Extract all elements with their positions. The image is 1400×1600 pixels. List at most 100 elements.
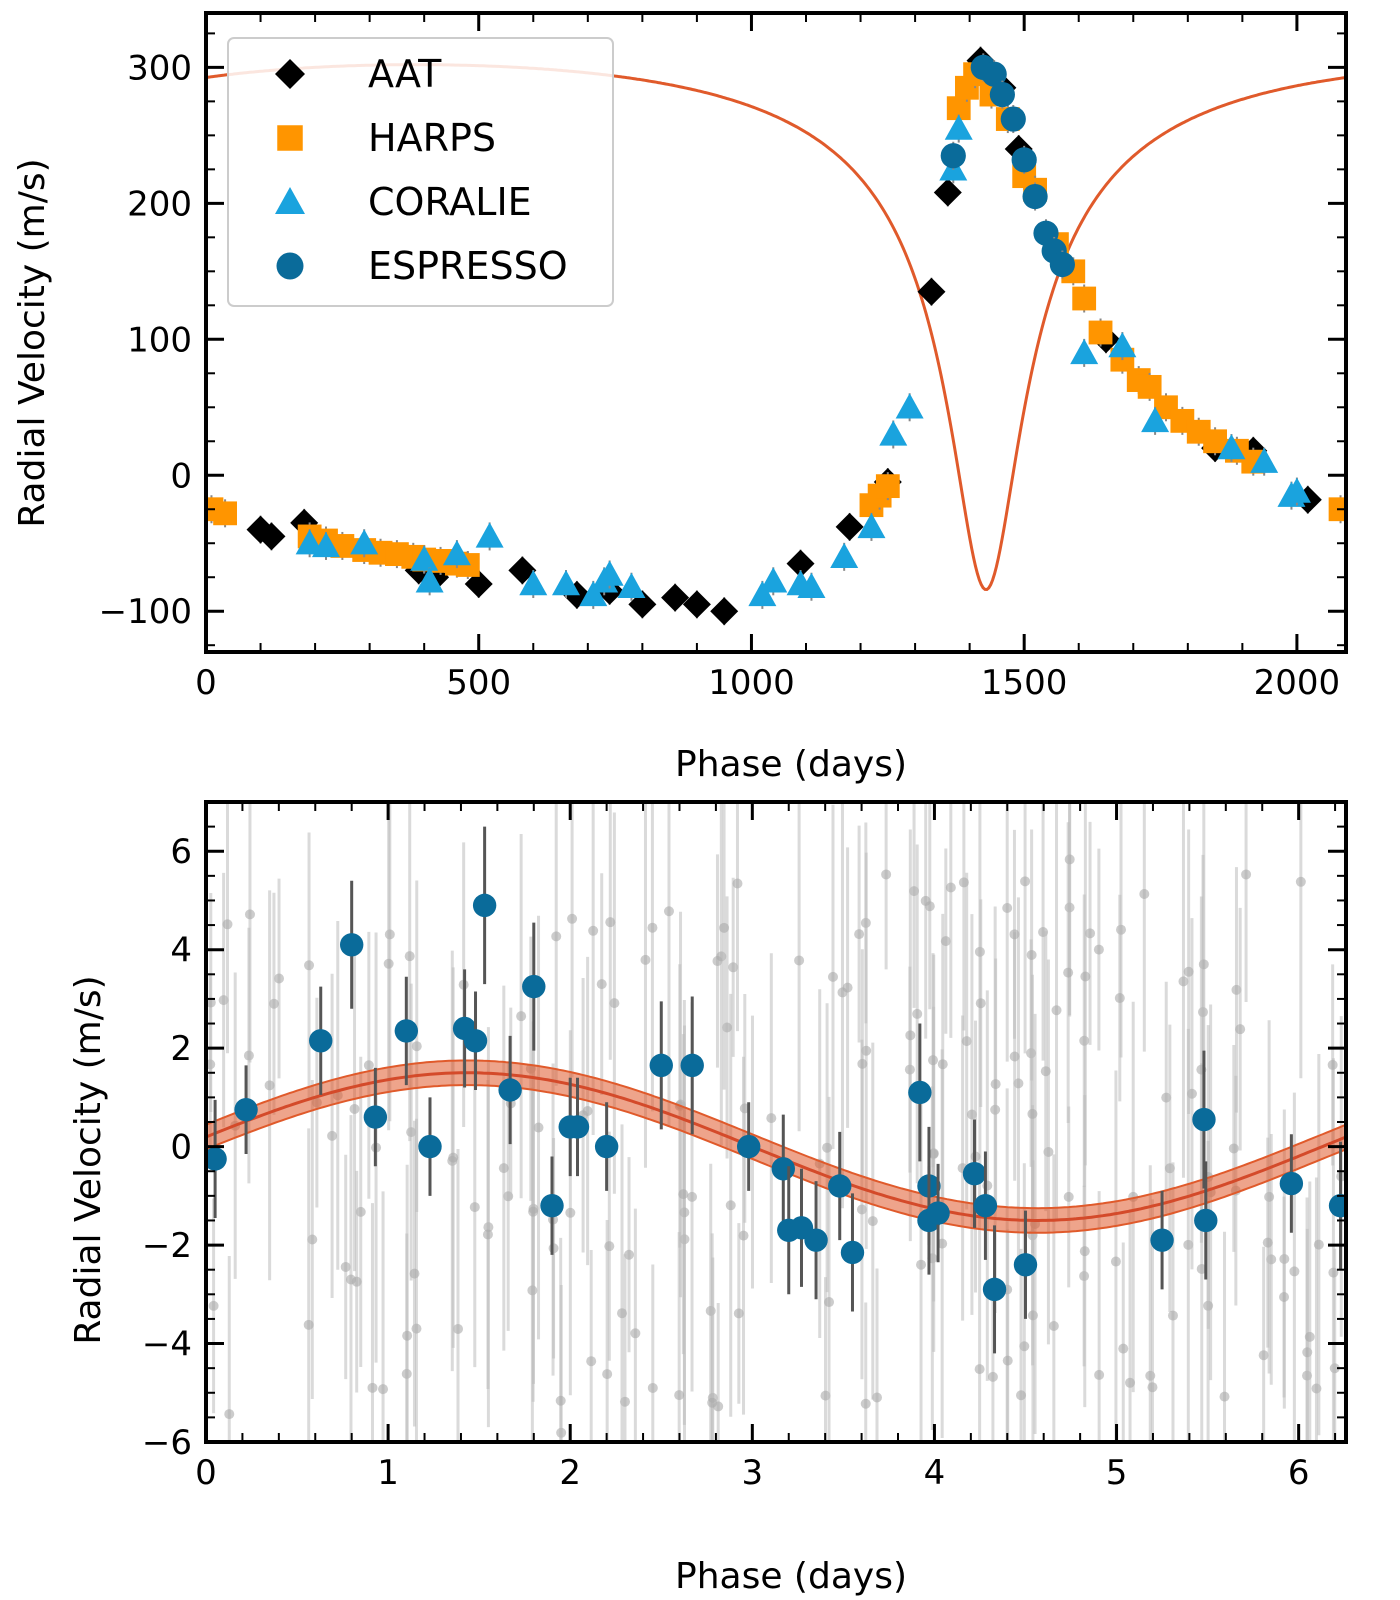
top-x-tick-label: 2000 [1254,663,1341,703]
bottom-y-tick-label: 2 [170,1029,192,1069]
bottom-bg-point [268,998,279,1009]
top-point-espresso [981,61,1007,87]
bottom-bg-point [1328,1267,1339,1278]
legend-marker-aat [275,59,305,89]
bottom-bg-point [912,1008,923,1019]
top-point-espresso [1011,147,1037,173]
bottom-bg-point [1183,966,1194,977]
top-point-harps [946,96,971,121]
legend-box [227,37,614,307]
bottom-point-espresso [1013,1253,1038,1277]
bottom-bg-point [713,1401,724,1412]
top-x-tick-label: 1000 [708,663,795,703]
bottom-point-espresso [594,1134,619,1159]
top-point-coralie [1070,338,1099,365]
bottom-bg-point [327,1130,338,1141]
legend-label-harps: HARPS [368,116,496,160]
bottom-point-espresso [522,974,546,999]
bottom-bg-point [916,1259,927,1270]
bottom-point-espresso [1328,1193,1346,1218]
bottom-bg-point [1228,1143,1239,1154]
bottom-bg-point [881,869,892,880]
bottom-bg-point [1235,1024,1246,1035]
bottom-bg-point [340,1261,351,1272]
bottom-bg-point [647,1382,658,1393]
bottom-bg-point [1289,1266,1300,1277]
top-point-coralie [759,567,788,593]
bottom-bg-point [244,909,255,920]
top-point-aat [464,570,493,599]
bottom-bg-point [1241,869,1252,880]
top-point-coralie [879,420,908,446]
top-point-aat [835,512,864,541]
bottom-point-espresso [962,1161,987,1186]
top-y-tick-label: 100 [127,320,192,360]
bottom-bg-point [551,931,562,942]
top-y-axis-label: Radial Velocity (m/s) [12,158,53,527]
bottom-x-tick-label: 0 [195,1453,217,1493]
bottom-point-espresso [1192,1107,1216,1132]
bottom-point-espresso [649,1053,673,1078]
bottom-bg-point [1009,1051,1020,1062]
top-y-tick-label: 200 [127,184,192,224]
bottom-bg-point [728,962,739,973]
bottom-bg-point [822,1142,833,1153]
bottom-bg-point [1167,1310,1178,1321]
top-point-coralie [442,540,471,566]
bottom-y-tick-label: −4 [142,1325,192,1365]
bottom-bg-point [367,1382,378,1393]
bottom-bg-point [842,982,853,993]
top-legend: AAT HARPS CORALIE ESPRESSO [227,37,614,307]
bottom-bg-point [1139,889,1150,900]
top-point-harps [1088,320,1113,345]
top-point-coralie [830,542,859,569]
bottom-bg-point [1027,1108,1038,1119]
top-point-harps [875,474,900,499]
top-point-coralie [748,580,777,607]
top-point-coralie [410,545,439,571]
top-point-coralie [1108,332,1137,358]
bottom-bg-point [766,1113,777,1124]
bottom-model-band [206,1059,1346,1234]
bottom-bg-point [647,922,658,933]
bottom-point-espresso [926,1201,950,1225]
bottom-bg-point [363,1060,374,1071]
bottom-bg-point [733,1308,744,1319]
top-point-coralie [519,570,548,596]
bottom-bg-point [732,878,743,889]
bottom-bg-point [349,1103,360,1114]
bottom-bg-point [905,1030,916,1041]
bottom-bg-point [355,1206,366,1217]
bottom-bg-point [224,1409,235,1420]
bottom-point-espresso [363,1105,388,1129]
bottom-bg-point [402,1330,413,1341]
bottom-bg-point [945,882,956,893]
bottom-point-espresso [394,1019,419,1043]
bottom-bg-point [617,1308,628,1319]
top-point-aat [682,590,711,619]
bottom-bg-point [857,1058,868,1069]
top-point-aat [917,277,946,306]
bottom-bg-point [961,1036,972,1047]
top-point-espresso [1022,183,1048,210]
bottom-bg-point [555,1395,566,1406]
bottom-point-espresso [680,1053,704,1078]
bottom-bg-point [586,1356,597,1367]
bottom-point-espresso [1150,1228,1174,1252]
bottom-bg-point [582,1106,593,1117]
bottom-point-espresso [418,1134,442,1159]
bottom-bg-point [630,1328,641,1339]
bottom-point-espresso [565,1115,590,1139]
top-y-tick-label: 300 [127,48,192,88]
top-point-coralie [475,522,504,548]
bottom-bg-point [738,1230,749,1241]
bottom-bg-point [411,1323,422,1334]
legend-marker-harps [277,125,303,151]
bottom-y-axis-label: Radial Velocity (m/s) [68,975,109,1344]
bottom-bg-point [404,951,415,962]
bottom-bg-point [687,1191,698,1202]
bottom-bg-point [1093,944,1104,955]
bottom-bg-point [222,919,233,930]
bottom-x-tick-label: 2 [559,1453,581,1493]
